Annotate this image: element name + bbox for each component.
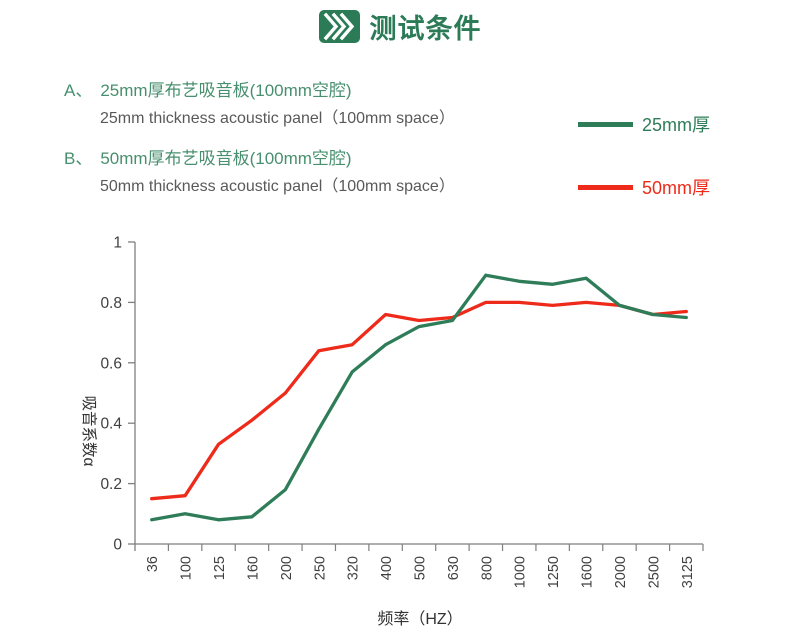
condition-b-key: B、	[64, 149, 93, 168]
x-tick-label: 2000	[613, 556, 629, 588]
y-tick-label: 0.6	[100, 355, 122, 372]
y-axis-title: 吸音系数α	[80, 396, 98, 467]
y-tick-label: 0.8	[100, 295, 122, 312]
x-tick-label: 36	[145, 556, 161, 572]
chart-canvas: 0 0.2 0.4 0.6 0.8 1 36 100 125 160 200 250 320 400 500…	[80, 235, 704, 628]
condition-b-text-en: 50mm thickness acoustic panel（100mm spac…	[100, 178, 455, 195]
line-chart: 0 0.2 0.4 0.6 0.8 1 36 100 125 160 200 250 320 400 500…	[55, 228, 765, 632]
page-title: 测试条件	[369, 13, 482, 44]
condition-a-text-zh: 25mm厚布艺吸音板(100mm空腔)	[100, 81, 352, 100]
legend-item-25mm: 25mm厚	[578, 111, 710, 137]
x-tick-label: 1600	[580, 556, 596, 588]
y-tick-label: 0.4	[100, 416, 122, 433]
x-tick-label: 1250	[546, 556, 562, 588]
legend-swatch-50mm	[578, 184, 633, 190]
condition-b-chinese: B、 50mm厚布艺吸音板(100mm空腔)	[64, 144, 455, 169]
x-tick-label: 250	[312, 556, 328, 580]
series-line-25mm厚	[150, 273, 688, 522]
x-axis-title: 频率（HZ）	[377, 610, 462, 628]
condition-b-text-zh: 50mm厚布艺吸音板(100mm空腔)	[100, 149, 352, 168]
series-line-50mm厚	[150, 300, 688, 501]
y-tick-label: 0	[113, 537, 122, 554]
chevrons-right-icon	[318, 9, 360, 43]
condition-a-chinese: A、 25mm厚布艺吸音板(100mm空腔)	[64, 76, 455, 101]
x-tick-label: 100	[179, 556, 195, 580]
condition-a-key: A、	[64, 81, 93, 100]
x-tick-label: 500	[413, 556, 429, 580]
x-tick-label: 160	[245, 556, 261, 580]
legend-item-50mm: 50mm厚	[578, 174, 710, 200]
x-tick-label: 400	[379, 556, 395, 580]
x-tick-label: 3125	[680, 556, 696, 588]
legend-label-25mm: 25mm厚	[642, 115, 711, 135]
x-tick-label: 800	[479, 556, 495, 580]
x-tick-label: 1000	[513, 556, 529, 588]
x-tick-label: 320	[346, 556, 362, 580]
x-tick-label: 200	[279, 556, 295, 580]
legend-label-50mm: 50mm厚	[642, 178, 711, 198]
x-tick-label: 2500	[646, 556, 662, 588]
y-tick-label: 0.2	[100, 476, 122, 493]
legend-swatch-25mm	[578, 121, 633, 127]
condition-a: A、 25mm厚布艺吸音板(100mm空腔) 25mm thickness aco…	[64, 76, 455, 128]
x-tick-label: 125	[212, 556, 228, 580]
x-tick-label: 630	[446, 556, 462, 580]
condition-b: B、 50mm厚布艺吸音板(100mm空腔) 50mm thickness aco…	[64, 144, 455, 196]
condition-a-text-en: 25mm thickness acoustic panel（100mm spac…	[100, 110, 455, 127]
y-tick-label: 1	[113, 235, 122, 252]
header: 测试条件	[0, 6, 800, 46]
